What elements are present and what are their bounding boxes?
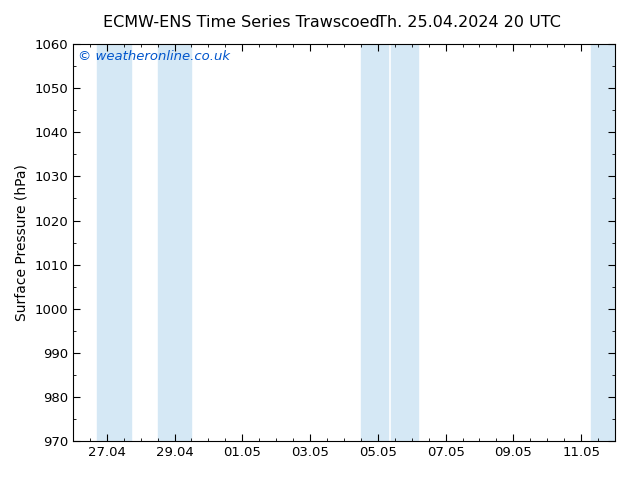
- Bar: [391, 44, 418, 441]
- Y-axis label: Surface Pressure (hPa): Surface Pressure (hPa): [15, 164, 29, 321]
- Bar: [158, 44, 191, 441]
- Bar: [592, 44, 615, 441]
- Text: © weatheronline.co.uk: © weatheronline.co.uk: [79, 50, 230, 63]
- Bar: [361, 44, 388, 441]
- Text: ECMW-ENS Time Series Trawscoed: ECMW-ENS Time Series Trawscoed: [103, 15, 379, 30]
- Bar: [96, 44, 131, 441]
- Text: Th. 25.04.2024 20 UTC: Th. 25.04.2024 20 UTC: [377, 15, 561, 30]
